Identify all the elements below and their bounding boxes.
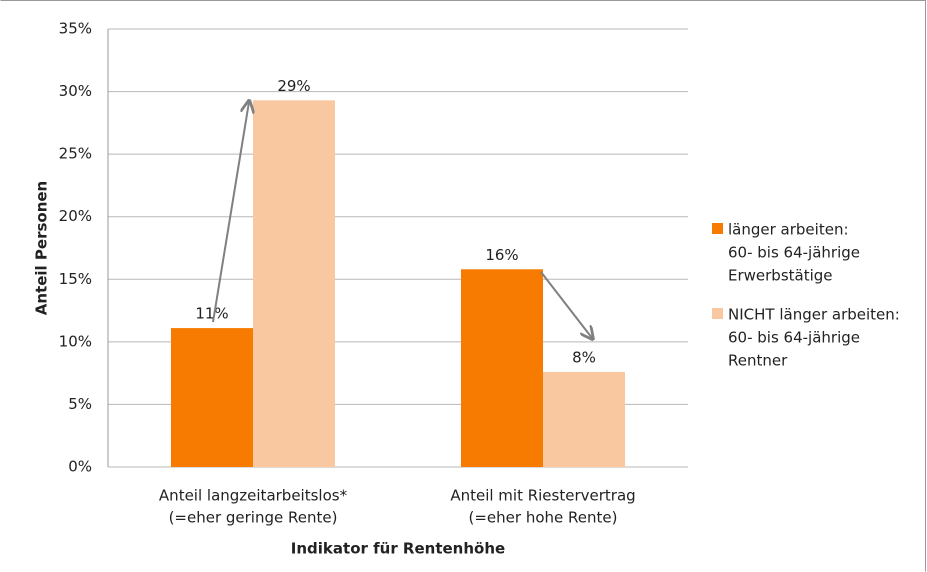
arrow [540, 271, 592, 338]
data-label: 8% [572, 348, 596, 366]
legend-swatch [712, 223, 723, 234]
legend-label: Rentner [728, 352, 788, 370]
x-tick-label: (=eher geringe Rente) [169, 509, 338, 527]
y-tick-label: 0% [68, 458, 92, 476]
legend-swatch [712, 308, 723, 319]
y-tick-label: 5% [68, 395, 92, 413]
data-label: 16% [485, 246, 518, 264]
y-tick-label: 20% [59, 207, 92, 225]
data-label: 29% [277, 77, 310, 95]
x-tick-label: Anteil mit Riestervertrag [450, 487, 635, 505]
bar [171, 328, 253, 467]
legend-label: länger arbeiten: [728, 221, 849, 239]
x-tick-label: (=eher hohe Rente) [469, 509, 618, 527]
x-tick-label: Anteil langzeitarbeitslos* [159, 487, 348, 505]
legend-label: Erwerbstätige [728, 267, 833, 285]
bar [543, 371, 625, 467]
bar [461, 269, 543, 467]
arrow [212, 102, 249, 323]
y-tick-label: 10% [59, 332, 92, 350]
bar [253, 100, 335, 468]
legend-label: 60- bis 64-jährige [728, 329, 860, 347]
y-tick-label: 35% [59, 20, 92, 38]
x-axis-title: Indikator für Rentenhöhe [291, 540, 505, 558]
y-tick-label: 25% [59, 145, 92, 163]
y-tick-label: 15% [59, 270, 92, 288]
data-label: 11% [195, 305, 228, 323]
legend-label: NICHT länger arbeiten: [728, 306, 900, 324]
y-axis-title: Anteil Personen [33, 181, 51, 315]
y-tick-label: 30% [59, 82, 92, 100]
plot-area: 0% 5% 10% 15% 20% 25% 30% 35% 11% 29% Anteil langz… [59, 20, 900, 527]
legend-label: 60- bis 64-jährige [728, 244, 860, 262]
